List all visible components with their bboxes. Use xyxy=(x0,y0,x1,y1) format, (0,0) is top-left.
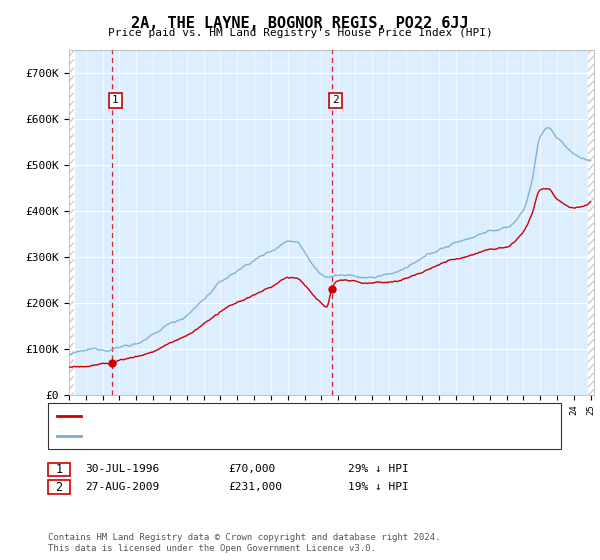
Text: 30-JUL-1996: 30-JUL-1996 xyxy=(85,464,160,474)
Text: 19% ↓ HPI: 19% ↓ HPI xyxy=(348,482,409,492)
Text: 29% ↓ HPI: 29% ↓ HPI xyxy=(348,464,409,474)
Text: 2A, THE LAYNE, BOGNOR REGIS, PO22 6JJ (detached house): 2A, THE LAYNE, BOGNOR REGIS, PO22 6JJ (d… xyxy=(87,411,425,421)
Text: 27-AUG-2009: 27-AUG-2009 xyxy=(85,482,160,492)
Bar xyxy=(588,50,594,395)
Text: 1: 1 xyxy=(112,95,119,105)
Text: 2: 2 xyxy=(55,480,62,494)
Text: £231,000: £231,000 xyxy=(228,482,282,492)
Text: HPI: Average price, detached house, Arun: HPI: Average price, detached house, Arun xyxy=(87,431,337,441)
Text: £70,000: £70,000 xyxy=(228,464,275,474)
Bar xyxy=(588,50,594,395)
Bar xyxy=(69,50,74,395)
Text: Contains HM Land Registry data © Crown copyright and database right 2024.
This d: Contains HM Land Registry data © Crown c… xyxy=(48,533,440,553)
Bar xyxy=(69,50,74,395)
Text: 2: 2 xyxy=(332,95,339,105)
Text: Price paid vs. HM Land Registry's House Price Index (HPI): Price paid vs. HM Land Registry's House … xyxy=(107,28,493,38)
Text: 2A, THE LAYNE, BOGNOR REGIS, PO22 6JJ: 2A, THE LAYNE, BOGNOR REGIS, PO22 6JJ xyxy=(131,16,469,31)
Text: 1: 1 xyxy=(55,463,62,476)
